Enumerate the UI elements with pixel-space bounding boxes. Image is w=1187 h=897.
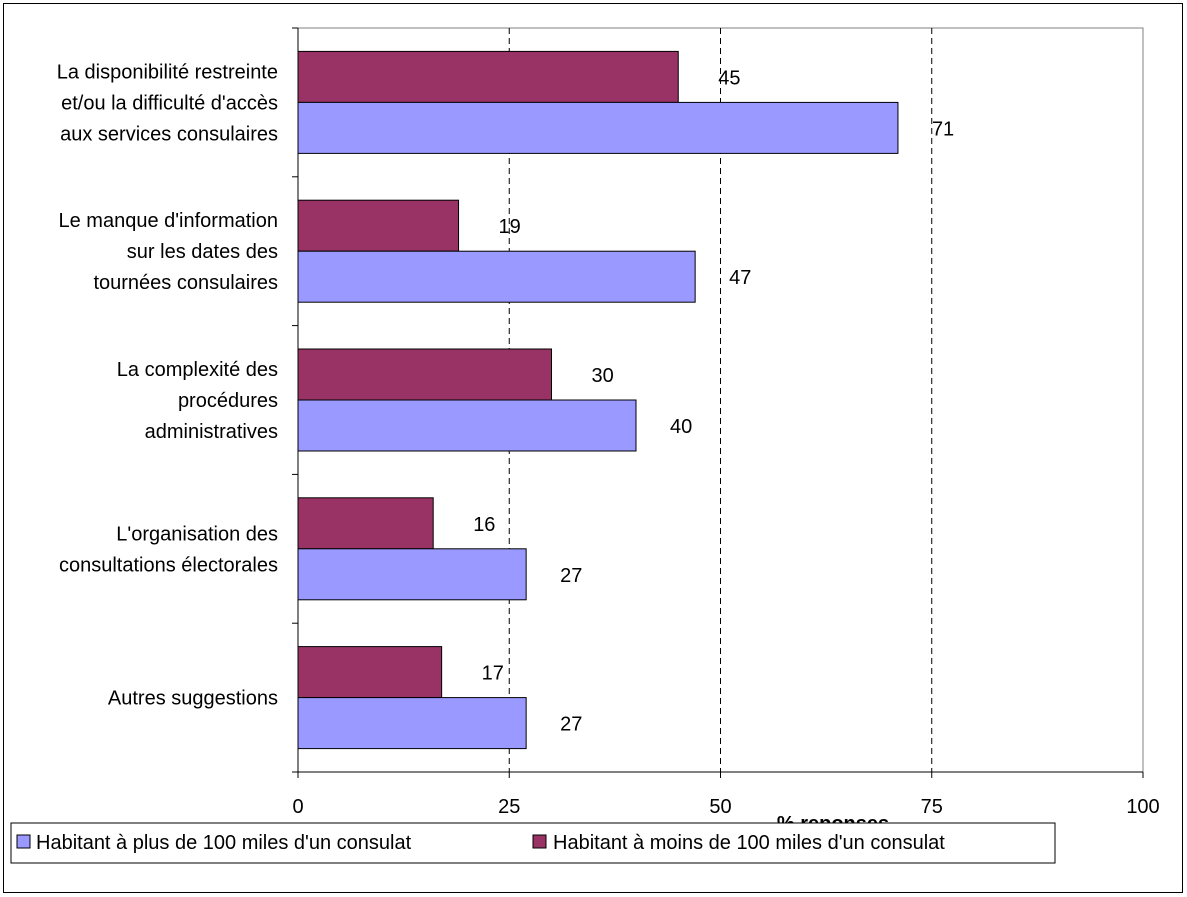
category-label: administratives	[145, 421, 278, 443]
bar-moins-1	[297, 199, 460, 252]
legend-label-moins: Habitant à moins de 100 miles d'un consu…	[553, 832, 945, 854]
bar-plus-4	[297, 697, 527, 750]
bar-plus-2	[297, 399, 637, 452]
data-label-plus-3: 27	[560, 565, 582, 587]
category-label: tournées consulaires	[93, 272, 278, 294]
data-label-moins-3: 16	[473, 514, 495, 536]
data-label-plus-2: 40	[670, 416, 692, 438]
category-label: procédures	[178, 390, 278, 412]
category-label: La disponibilité restreinte	[57, 61, 278, 83]
data-label-moins-4: 17	[482, 663, 504, 685]
legend-label-plus: Habitant à plus de 100 miles d'un consul…	[36, 832, 412, 854]
bar-moins-2	[297, 348, 552, 401]
bar-moins-0	[297, 50, 679, 103]
data-label-plus-0: 71	[932, 118, 954, 140]
bar-plus-1	[297, 250, 696, 303]
data-label-moins-0: 45	[718, 67, 740, 89]
bar-plus-0	[297, 101, 899, 154]
x-tick-label-25: 25	[498, 796, 520, 818]
category-label: sur les dates des	[127, 241, 278, 263]
bar-plus-3	[297, 548, 527, 601]
x-tick-label-0: 0	[292, 796, 303, 818]
category-label: Le manque d'information	[58, 210, 278, 232]
data-label-moins-2: 30	[592, 365, 614, 387]
legend-box	[10, 822, 1056, 864]
bar-moins-4	[297, 646, 443, 699]
category-label: La complexité des	[117, 359, 278, 381]
category-label: Autres suggestions	[108, 688, 278, 710]
data-label-plus-1: 47	[729, 267, 751, 289]
legend-swatch-moins	[532, 834, 547, 849]
category-label: et/ou la difficulté d'accès	[61, 92, 278, 114]
x-tick-label-100: 100	[1126, 796, 1159, 818]
bar-moins-3	[297, 497, 434, 550]
category-label: L'organisation des	[116, 523, 278, 545]
x-tick-label-75: 75	[921, 796, 943, 818]
x-tick-label-50: 50	[709, 796, 731, 818]
category-label: aux services consulaires	[60, 123, 278, 145]
legend-swatch-plus	[16, 834, 31, 849]
category-label: consultations électorales	[59, 554, 278, 576]
data-label-moins-1: 19	[499, 216, 521, 238]
data-label-plus-4: 27	[560, 714, 582, 736]
